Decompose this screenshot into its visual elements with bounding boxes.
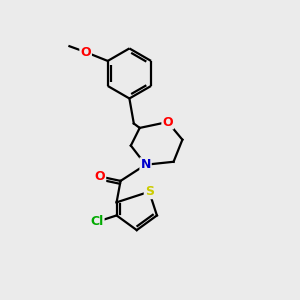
Text: O: O xyxy=(162,116,173,128)
Text: O: O xyxy=(80,46,91,59)
Text: Cl: Cl xyxy=(90,215,104,228)
Text: O: O xyxy=(94,170,105,183)
Text: S: S xyxy=(145,185,154,198)
Text: N: N xyxy=(140,158,151,171)
